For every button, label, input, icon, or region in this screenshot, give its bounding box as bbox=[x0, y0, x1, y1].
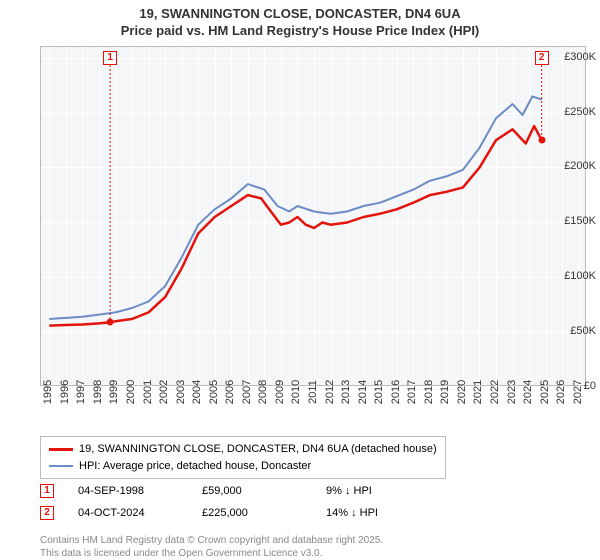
x-tick-label: 2025 bbox=[539, 380, 551, 404]
x-tick-label: 2026 bbox=[555, 380, 567, 404]
transaction-date: 04-OCT-2024 bbox=[78, 507, 178, 519]
y-tick-label: £100K bbox=[560, 270, 600, 282]
transaction-price: £225,000 bbox=[202, 507, 302, 519]
legend-swatch bbox=[49, 465, 73, 467]
line-layer bbox=[41, 47, 587, 387]
x-tick-label: 2017 bbox=[406, 380, 418, 404]
x-tick-label: 2013 bbox=[340, 380, 352, 404]
x-tick-label: 2000 bbox=[125, 380, 137, 404]
x-tick-label: 2018 bbox=[423, 380, 435, 404]
x-tick-label: 2010 bbox=[290, 380, 302, 404]
legend-row-price_paid: 19, SWANNINGTON CLOSE, DONCASTER, DN4 6U… bbox=[49, 441, 437, 458]
transaction-marker: 1 bbox=[40, 484, 54, 498]
x-tick-label: 1997 bbox=[75, 380, 87, 404]
transaction-row: 1 04-SEP-1998 £59,000 9% ↓ HPI bbox=[40, 480, 560, 502]
transaction-delta: 14% ↓ HPI bbox=[326, 507, 426, 519]
legend-label: HPI: Average price, detached house, Donc… bbox=[79, 458, 311, 475]
x-tick-label: 2005 bbox=[208, 380, 220, 404]
title-line-1: 19, SWANNINGTON CLOSE, DONCASTER, DN4 6U… bbox=[0, 6, 600, 23]
x-tick-label: 2020 bbox=[456, 380, 468, 404]
y-tick-label: £250K bbox=[560, 106, 600, 118]
x-tick-label: 2003 bbox=[175, 380, 187, 404]
legend: 19, SWANNINGTON CLOSE, DONCASTER, DN4 6U… bbox=[40, 436, 446, 479]
x-tick-label: 2021 bbox=[472, 380, 484, 404]
transactions-table: 1 04-SEP-1998 £59,000 9% ↓ HPI 2 04-OCT-2024 £… bbox=[40, 480, 560, 524]
x-tick-label: 2024 bbox=[522, 380, 534, 404]
y-tick-label: £50K bbox=[560, 325, 600, 337]
y-tick-label: £150K bbox=[560, 215, 600, 227]
x-tick-label: 2007 bbox=[241, 380, 253, 404]
x-tick-label: 2006 bbox=[224, 380, 236, 404]
plot-area: 12 bbox=[40, 46, 586, 386]
transaction-row: 2 04-OCT-2024 £225,000 14% ↓ HPI bbox=[40, 502, 560, 524]
x-tick-label: 2022 bbox=[489, 380, 501, 404]
marker-dot-1 bbox=[107, 319, 114, 326]
chart-area: 12£0£50K£100K£150K£200K£250K£300K1995199… bbox=[0, 46, 600, 436]
x-tick-label: 2009 bbox=[274, 380, 286, 404]
series-hpi bbox=[49, 96, 541, 319]
x-tick-label: 2014 bbox=[357, 380, 369, 404]
x-tick-label: 2011 bbox=[307, 380, 319, 404]
x-tick-label: 1998 bbox=[92, 380, 104, 404]
transaction-price: £59,000 bbox=[202, 485, 302, 497]
attribution-line-1: Contains HM Land Registry data © Crown c… bbox=[40, 534, 383, 547]
x-tick-label: 2016 bbox=[390, 380, 402, 404]
legend-label: 19, SWANNINGTON CLOSE, DONCASTER, DN4 6U… bbox=[79, 441, 437, 458]
title-line-2: Price paid vs. HM Land Registry's House … bbox=[0, 23, 600, 40]
x-tick-label: 2008 bbox=[257, 380, 269, 404]
marker-dot-2 bbox=[538, 137, 545, 144]
x-tick-label: 1995 bbox=[42, 380, 54, 404]
x-tick-label: 2001 bbox=[142, 380, 154, 404]
x-tick-label: 2015 bbox=[373, 380, 385, 404]
attribution: Contains HM Land Registry data © Crown c… bbox=[40, 534, 383, 560]
series-price_paid bbox=[49, 126, 541, 326]
transaction-date: 04-SEP-1998 bbox=[78, 485, 178, 497]
marker-label-1: 1 bbox=[103, 51, 117, 65]
x-tick-label: 2012 bbox=[324, 380, 336, 404]
y-tick-label: £300K bbox=[560, 51, 600, 63]
x-tick-label: 2002 bbox=[158, 380, 170, 404]
attribution-line-2: This data is licensed under the Open Gov… bbox=[40, 547, 383, 560]
x-tick-label: 2019 bbox=[439, 380, 451, 404]
chart-title-block: 19, SWANNINGTON CLOSE, DONCASTER, DN4 6U… bbox=[0, 0, 600, 42]
legend-row-hpi: HPI: Average price, detached house, Donc… bbox=[49, 458, 437, 475]
transaction-marker: 2 bbox=[40, 506, 54, 520]
x-tick-label: 2023 bbox=[506, 380, 518, 404]
legend-swatch bbox=[49, 448, 73, 451]
transaction-delta: 9% ↓ HPI bbox=[326, 485, 426, 497]
x-tick-label: 2004 bbox=[191, 380, 203, 404]
y-tick-label: £200K bbox=[560, 160, 600, 172]
marker-label-2: 2 bbox=[535, 51, 549, 65]
x-tick-label: 1996 bbox=[59, 380, 71, 404]
x-tick-label: 1999 bbox=[108, 380, 120, 404]
x-tick-label: 2027 bbox=[572, 380, 584, 404]
